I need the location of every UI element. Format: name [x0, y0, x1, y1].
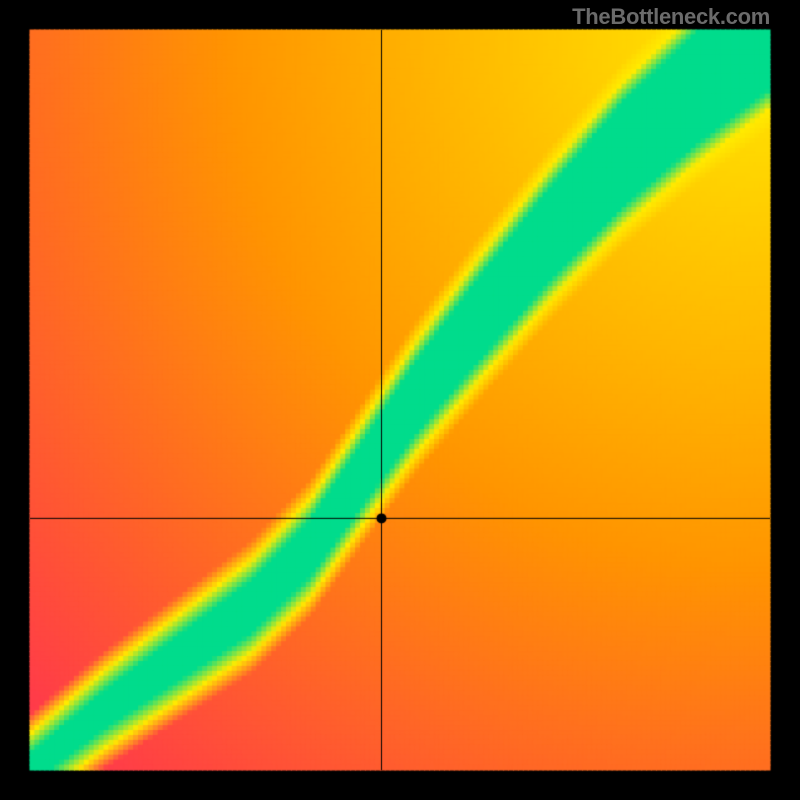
- attribution-label: TheBottleneck.com: [572, 4, 770, 30]
- chart-container: TheBottleneck.com: [0, 0, 800, 800]
- heatmap-canvas: [0, 0, 800, 800]
